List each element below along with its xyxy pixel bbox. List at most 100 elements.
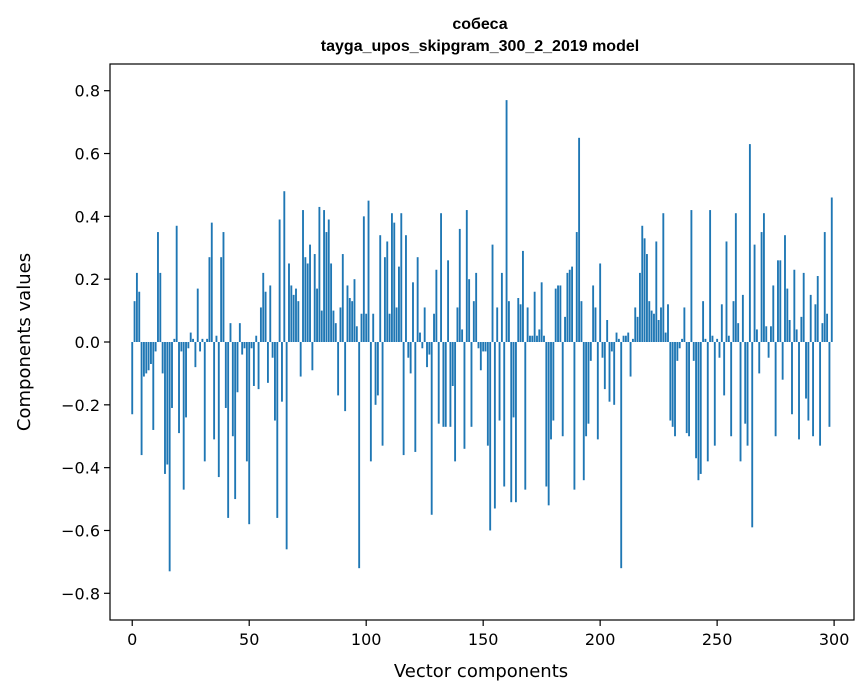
bar-44 <box>234 342 237 500</box>
bar-88 <box>337 342 340 396</box>
bar-7 <box>147 342 150 371</box>
bar-210 <box>622 335 625 342</box>
bar-177 <box>545 342 548 487</box>
bar-147 <box>475 272 478 342</box>
bar-128 <box>430 342 433 515</box>
bar-235 <box>681 338 683 342</box>
bar-217 <box>638 272 641 342</box>
bar-86 <box>332 310 335 342</box>
bar-22 <box>182 342 185 490</box>
bar-35 <box>213 342 216 440</box>
bar-98 <box>360 313 363 342</box>
bar-63 <box>278 219 281 342</box>
bar-230 <box>669 342 672 421</box>
bar-159 <box>503 342 506 487</box>
bar-229 <box>667 304 669 342</box>
bar-192 <box>580 301 583 342</box>
y-axis: 0.8 0.6 0.4 0.2 0.0 −0.2 −0.4 −0.6 −0.8 <box>61 82 110 603</box>
bar-1 <box>133 301 136 342</box>
bar-242 <box>697 342 700 481</box>
bar-15 <box>166 342 169 465</box>
bar-196 <box>589 342 592 361</box>
bar-134 <box>444 342 447 427</box>
bar-114 <box>398 266 400 342</box>
y-tick-label: 0.8 <box>75 82 100 101</box>
y-tick-label: −0.4 <box>61 459 100 478</box>
bar-221 <box>648 301 651 342</box>
y-tick-label: −0.2 <box>61 396 100 415</box>
bar-45 <box>236 342 239 393</box>
bar-67 <box>288 263 290 342</box>
bar-197 <box>592 285 595 342</box>
bar-264 <box>748 144 751 342</box>
x-tick-label: 150 <box>468 630 499 649</box>
bar-182 <box>557 285 559 342</box>
bar-156 <box>496 307 499 342</box>
bar-119 <box>409 342 412 374</box>
bar-163 <box>512 342 515 418</box>
bar-279 <box>784 235 786 342</box>
bar-218 <box>641 225 644 342</box>
bar-254 <box>725 241 728 342</box>
bar-12 <box>159 272 162 342</box>
bar-38 <box>220 257 223 342</box>
bar-288 <box>805 342 807 399</box>
bar-10 <box>154 342 157 352</box>
bar-250 <box>716 338 719 342</box>
bar-125 <box>423 307 426 342</box>
bar-123 <box>419 332 421 342</box>
bar-260 <box>739 342 742 462</box>
bar-140 <box>458 228 461 342</box>
bar-286 <box>800 316 803 342</box>
bar-153 <box>489 342 492 531</box>
bar-224 <box>655 241 658 342</box>
bar-247 <box>709 210 712 342</box>
bar-287 <box>802 272 805 342</box>
bar-83 <box>325 232 328 342</box>
bar-208 <box>617 338 620 342</box>
bar-28 <box>196 288 199 342</box>
bar-178 <box>547 342 550 506</box>
bar-16 <box>168 342 171 572</box>
bar-184 <box>561 342 564 437</box>
bar-285 <box>798 342 800 440</box>
bar-245 <box>704 338 707 342</box>
bar-57 <box>264 291 267 342</box>
bar-59 <box>269 285 272 342</box>
bar-48 <box>243 342 246 349</box>
bar-155 <box>493 342 496 509</box>
bar-95 <box>353 279 356 342</box>
bar-23 <box>185 342 187 418</box>
x-tick-label: 250 <box>702 630 733 649</box>
bar-284 <box>795 329 798 342</box>
bar-283 <box>793 269 796 342</box>
bar-280 <box>786 288 789 342</box>
bar-273 <box>770 326 772 342</box>
bar-58 <box>266 342 269 383</box>
bar-103 <box>372 313 375 342</box>
bar-131 <box>437 342 440 424</box>
bar-202 <box>603 342 606 390</box>
bar-267 <box>755 329 758 342</box>
bar-239 <box>690 210 693 342</box>
bar-2 <box>135 272 138 342</box>
bar-102 <box>369 342 372 462</box>
bar-69 <box>292 294 295 342</box>
chart-title: собеса <box>452 16 507 33</box>
bar-216 <box>636 316 639 342</box>
bar-13 <box>161 342 164 374</box>
bar-297 <box>826 313 829 342</box>
bar-105 <box>376 342 379 396</box>
bar-97 <box>358 342 361 569</box>
bar-138 <box>454 342 457 462</box>
bar-144 <box>468 279 471 342</box>
bar-94 <box>351 301 354 342</box>
bar-228 <box>664 332 667 342</box>
x-axis-label: Vector components <box>394 661 568 682</box>
bar-92 <box>346 285 349 342</box>
bar-180 <box>552 342 555 421</box>
bar-148 <box>477 342 480 349</box>
bar-117 <box>405 235 407 342</box>
bar-141 <box>461 329 464 342</box>
bar-11 <box>157 232 159 342</box>
